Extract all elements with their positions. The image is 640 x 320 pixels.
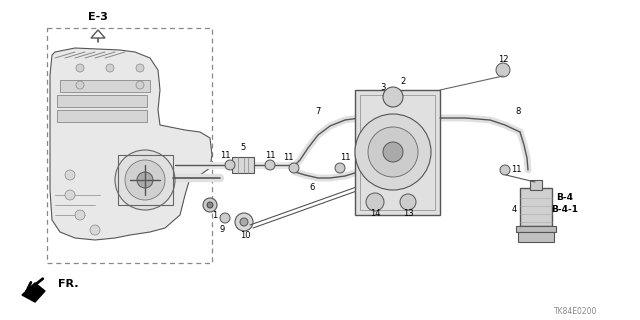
- Text: 8: 8: [515, 108, 521, 116]
- Text: 11: 11: [265, 150, 275, 159]
- Circle shape: [225, 160, 235, 170]
- Circle shape: [383, 87, 403, 107]
- Circle shape: [90, 225, 100, 235]
- Circle shape: [289, 163, 299, 173]
- Circle shape: [125, 160, 165, 200]
- Circle shape: [368, 127, 418, 177]
- Text: 3: 3: [380, 84, 386, 92]
- Polygon shape: [91, 30, 105, 38]
- Text: 9: 9: [220, 226, 225, 235]
- Circle shape: [235, 213, 253, 231]
- Circle shape: [207, 202, 213, 208]
- Circle shape: [115, 150, 175, 210]
- Bar: [47, 28, 212, 263]
- Circle shape: [400, 194, 416, 210]
- Text: 7: 7: [316, 108, 321, 116]
- Text: 11: 11: [340, 154, 350, 163]
- Text: 2: 2: [401, 77, 406, 86]
- Text: 5: 5: [241, 143, 246, 153]
- Circle shape: [240, 218, 248, 226]
- Bar: [60, 80, 150, 92]
- Text: FR.: FR.: [58, 279, 79, 289]
- Circle shape: [76, 81, 84, 89]
- Circle shape: [383, 142, 403, 162]
- Bar: [57, 110, 147, 122]
- Text: TK84E0200: TK84E0200: [554, 308, 598, 316]
- PathPatch shape: [50, 48, 212, 240]
- Circle shape: [203, 198, 217, 212]
- Text: 13: 13: [403, 209, 413, 218]
- Circle shape: [136, 81, 144, 89]
- Circle shape: [366, 193, 384, 211]
- Circle shape: [355, 114, 431, 190]
- Bar: [518, 232, 554, 242]
- Circle shape: [265, 160, 275, 170]
- Circle shape: [500, 165, 510, 175]
- Text: 6: 6: [309, 183, 315, 193]
- Bar: [232, 157, 254, 173]
- Bar: [355, 90, 440, 215]
- Text: 12: 12: [498, 55, 508, 65]
- Text: 1: 1: [212, 212, 218, 220]
- Circle shape: [65, 190, 75, 200]
- Text: 4: 4: [511, 205, 516, 214]
- Bar: [118, 155, 173, 205]
- Circle shape: [106, 64, 114, 72]
- Circle shape: [65, 170, 75, 180]
- Text: B-4-1: B-4-1: [552, 205, 579, 214]
- Circle shape: [335, 163, 345, 173]
- Circle shape: [76, 64, 84, 72]
- Circle shape: [496, 63, 510, 77]
- Bar: [360, 95, 435, 210]
- Text: E-3: E-3: [88, 12, 108, 22]
- Bar: [530, 180, 542, 190]
- Circle shape: [220, 213, 230, 223]
- Text: 11: 11: [283, 154, 293, 163]
- Circle shape: [136, 64, 144, 72]
- Text: 11: 11: [220, 151, 230, 161]
- Bar: [57, 95, 147, 107]
- Bar: [516, 226, 556, 232]
- Circle shape: [75, 210, 85, 220]
- Circle shape: [137, 172, 153, 188]
- Polygon shape: [22, 283, 45, 302]
- Bar: [520, 188, 552, 226]
- Text: 10: 10: [240, 230, 250, 239]
- Text: B-4: B-4: [557, 194, 573, 203]
- Text: 11: 11: [511, 165, 521, 174]
- Text: 14: 14: [370, 209, 380, 218]
